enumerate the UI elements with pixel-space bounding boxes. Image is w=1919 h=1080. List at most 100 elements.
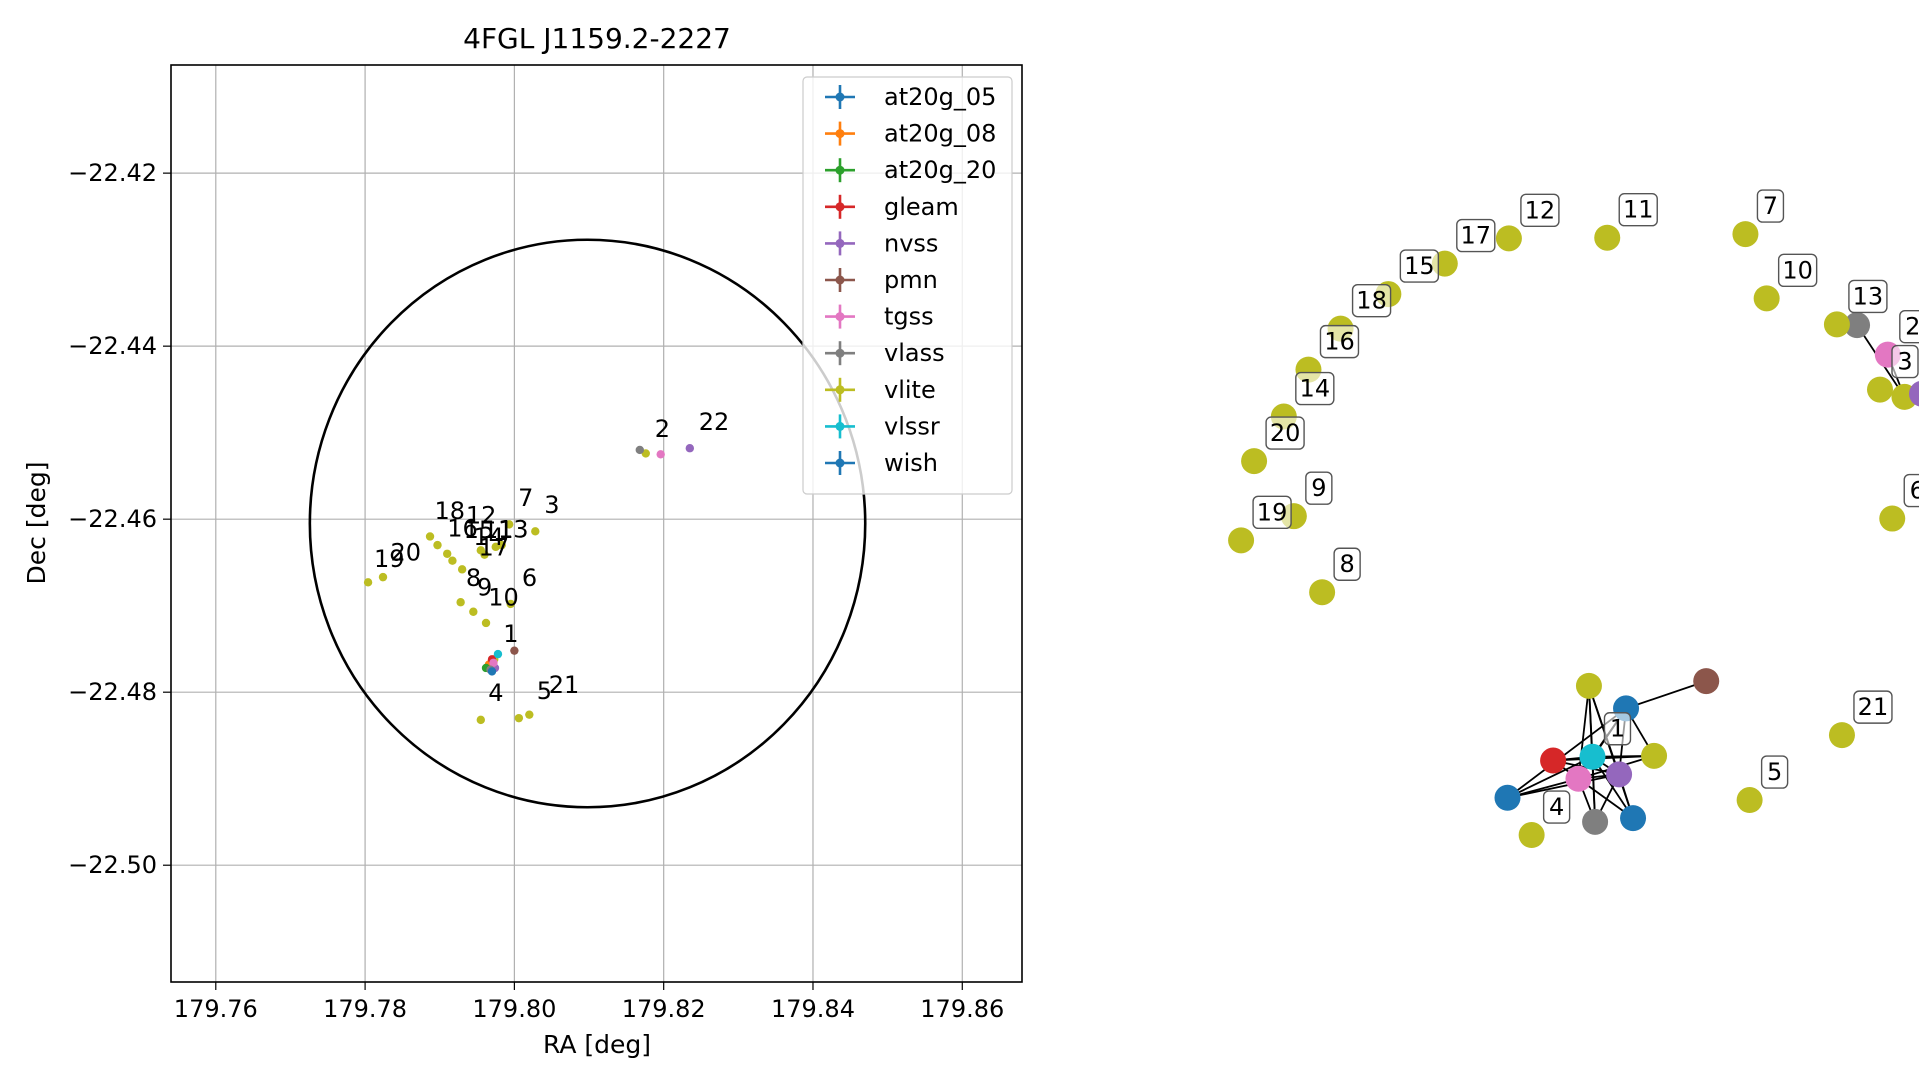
y-axis-ticks: −22.42 −22.44 −22.46 −22.48 −22.50	[68, 159, 171, 879]
x-axis-label: RA [deg]	[543, 1030, 651, 1059]
node-label-text: 19	[1257, 498, 1288, 526]
node-label-text: 18	[1356, 287, 1387, 315]
graph-edge	[1588, 685, 1634, 819]
point-annotation: 12	[466, 502, 497, 530]
point-annotation: 11	[483, 516, 514, 544]
point-annotation: 18	[435, 497, 466, 525]
point-vlite	[363, 578, 373, 587]
point-vlssr	[493, 649, 503, 659]
node-label: 11	[1618, 193, 1658, 227]
node-label: 16	[1319, 324, 1360, 359]
node-label-box	[1853, 690, 1893, 724]
node-label-text: 8	[1339, 550, 1354, 578]
graph-node	[1823, 311, 1850, 338]
node-label-text: 16	[1324, 328, 1355, 356]
graph-node	[1540, 747, 1567, 774]
x-tick-label: 179.82	[622, 995, 706, 1023]
node-label-text: 4	[1549, 793, 1564, 821]
node-label-box	[1252, 495, 1292, 530]
graph-node	[1579, 743, 1606, 770]
node-label-text: 13	[1853, 282, 1884, 310]
legend-marker-dot	[835, 348, 845, 358]
point-annotation: 17	[479, 534, 510, 562]
legend-entry-vlssr: vlssr	[825, 412, 940, 440]
node-label: 21	[1853, 690, 1893, 724]
point-annotation: 8	[466, 564, 481, 592]
point-vlite	[481, 618, 491, 628]
node-label: 3	[1891, 344, 1919, 379]
graph-node	[1867, 376, 1894, 403]
node-label: 14	[1295, 371, 1335, 406]
graph-edge	[1507, 755, 1593, 799]
node-label-box	[1295, 371, 1335, 406]
point-nvss	[685, 444, 695, 453]
point-annotation: 6	[522, 564, 537, 592]
x-tick-label: 179.86	[920, 995, 1004, 1023]
legend-entry-tgss: tgss	[825, 303, 934, 331]
graph-node	[1828, 722, 1855, 749]
node-label-text: 2	[1905, 313, 1919, 341]
graph-node	[1575, 672, 1602, 699]
node-label: 5	[1760, 755, 1789, 789]
node-label-box	[1756, 189, 1785, 223]
point-annotation: 1	[503, 620, 518, 648]
point-vlite	[443, 549, 452, 558]
point-vlite	[480, 550, 489, 559]
point-vlite	[469, 607, 478, 616]
point-annotation: 9	[477, 573, 492, 601]
point-annotation: 4	[488, 679, 503, 707]
y-tick-label: −22.48	[68, 678, 157, 706]
point-annotation: 20	[390, 539, 421, 567]
legend-marker-dot	[835, 275, 845, 285]
node-label-box	[1399, 249, 1440, 283]
x-tick-label: 179.78	[323, 995, 407, 1023]
node-label: 1	[1603, 712, 1632, 746]
legend-label: at20g_05	[884, 83, 996, 111]
node-label-box	[1542, 790, 1571, 824]
legend-marker-dot	[835, 165, 845, 175]
node-label-box	[1520, 193, 1560, 228]
legend-label: gleam	[884, 193, 959, 221]
graph-node	[1736, 787, 1763, 814]
legend-marker-dot	[835, 458, 845, 468]
legend-label: at20g_20	[884, 156, 996, 184]
point-vlite	[457, 565, 467, 574]
point-annotation: 21	[549, 671, 580, 699]
x-axis-ticks: 179.76 179.78 179.80 179.82 179.84 179.86	[174, 982, 1004, 1023]
graph-node	[1241, 448, 1268, 475]
x-tick-label: 179.80	[472, 995, 556, 1023]
node-label-box	[1456, 218, 1496, 253]
node-label: 7	[1756, 189, 1785, 223]
graph-node	[1565, 765, 1592, 792]
x-tick-label: 179.76	[174, 995, 258, 1023]
node-label: 13	[1848, 279, 1888, 314]
node-label: 10	[1777, 253, 1818, 288]
legend-label: nvss	[884, 229, 938, 257]
node-label: 9	[1305, 471, 1333, 505]
graph-node	[1641, 742, 1668, 769]
x-tick-label: 179.84	[771, 995, 855, 1023]
node-label: 17	[1456, 218, 1496, 253]
node-label-box	[1351, 283, 1392, 318]
point-annotation: 13	[498, 515, 529, 543]
node-label: 12	[1520, 193, 1560, 228]
node-label-text: 3	[1897, 348, 1912, 376]
point-vlite	[456, 598, 465, 607]
graph-edge	[1625, 680, 1707, 710]
node-label-text: 15	[1404, 252, 1435, 280]
localization-circle	[308, 238, 867, 809]
legend-marker-dot	[835, 312, 845, 322]
legend-entry-gleam: gleam	[825, 193, 959, 221]
point-vlite	[378, 572, 388, 582]
node-label-text: 7	[1763, 192, 1778, 220]
graph-node	[1495, 225, 1522, 252]
node-label-box	[1265, 416, 1305, 450]
legend-marker-dot	[835, 129, 845, 139]
node-label: 4	[1542, 790, 1571, 824]
point-vlite	[448, 556, 457, 565]
